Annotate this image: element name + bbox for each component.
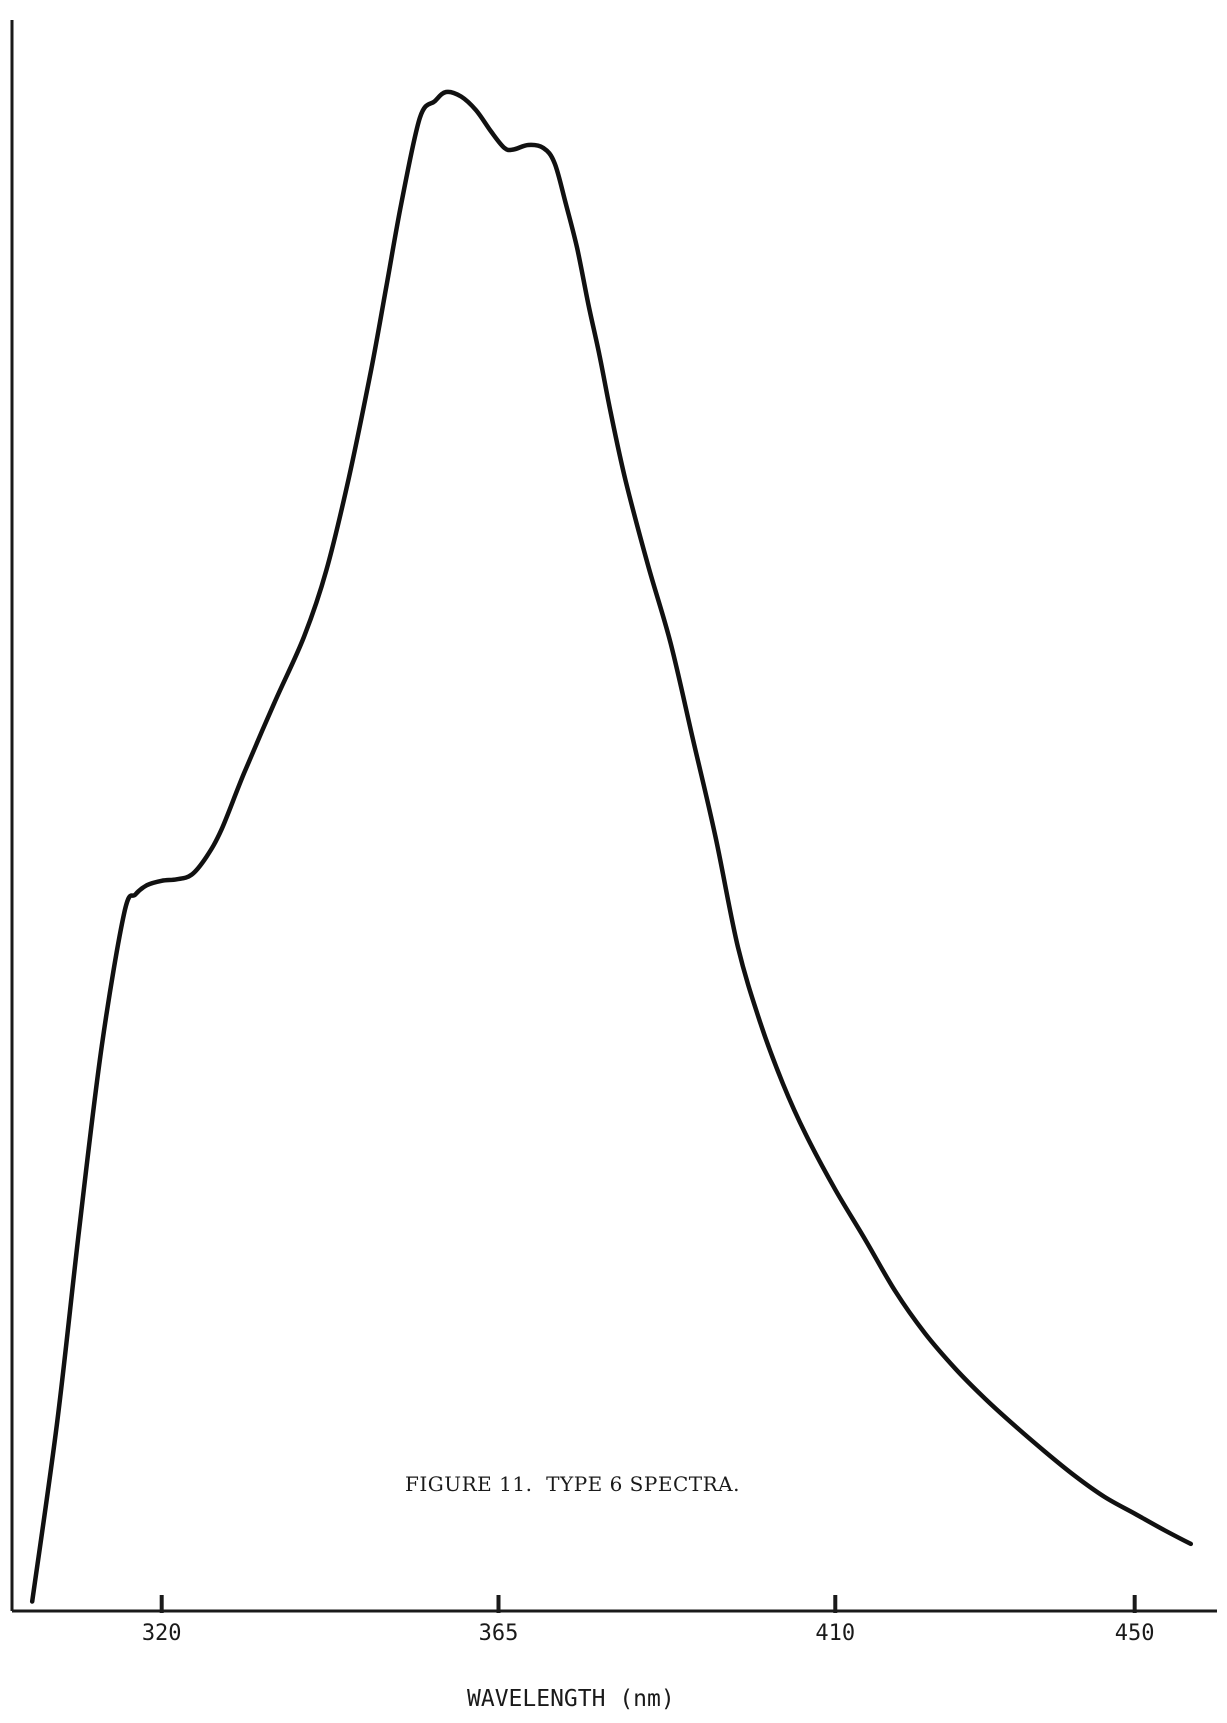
x-tick-label: 365 xyxy=(479,1621,519,1646)
x-tick-label: 410 xyxy=(815,1621,855,1646)
spectrum-curve xyxy=(29,89,1194,1604)
axes xyxy=(10,20,1217,1613)
x-tick-label: 320 xyxy=(142,1621,182,1646)
x-tick-label: 450 xyxy=(1115,1621,1155,1646)
figure-caption: FIGURE 11. TYPE 6 SPECTRA. xyxy=(405,1472,740,1496)
series-layer xyxy=(29,89,1194,1604)
x-axis-label: WAVELENGTH (nm) xyxy=(467,1686,675,1712)
x-axis-ticks: 320 365 410 450 xyxy=(142,1595,1155,1646)
